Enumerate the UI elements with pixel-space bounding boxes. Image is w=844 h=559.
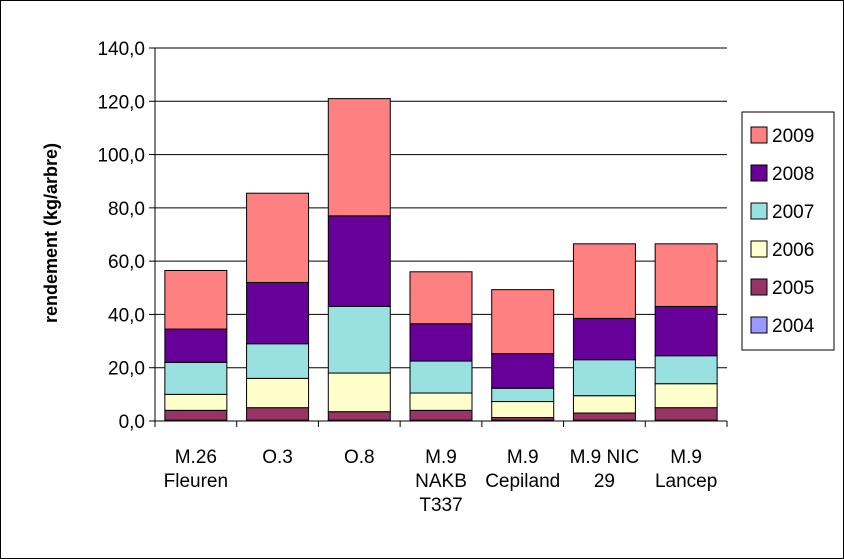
bar-segment-2007 [491,387,555,403]
bar-segment-2007 [327,305,391,374]
legend-swatch-2007 [750,202,768,220]
y-tick-label: 20,0 [108,359,145,380]
legend-swatch-2006 [750,240,768,258]
y-tick-label: 120,0 [97,92,145,113]
bar-segment-2006 [654,383,718,409]
bar-segment-2005 [654,407,718,421]
legend-label-2004: 2004 [772,316,815,337]
bar-segment-2008 [327,215,391,307]
y-tick-label: 140,0 [97,39,145,60]
bar-segment-2007 [654,355,718,385]
x-category-label: M.9 Cepiland [485,447,560,492]
legend-label-2009: 2009 [772,126,814,147]
bar-segment-2006 [572,395,636,414]
y-axis-label: rendement (kg/arbre) [41,143,61,323]
bar-segment-2009 [327,98,391,217]
bar-segment-2008 [654,305,718,357]
y-tick-label: 100,0 [97,146,145,167]
bar-segment-2005 [164,409,228,421]
bar-segment-2008 [572,317,636,361]
bar-segment-2009 [491,289,555,355]
bar-segment-2009 [409,271,473,325]
axes [154,48,728,427]
y-tick-label: 0,0 [119,412,145,433]
bar-segment-2008 [491,353,555,389]
x-category-label: O.8 [344,447,375,468]
bar-segment-2006 [491,401,555,419]
y-tick-label: 80,0 [108,199,145,220]
legend-label-2005: 2005 [772,278,814,299]
y-tick-label: 40,0 [108,305,145,326]
bar-segment-2007 [572,359,636,397]
bar-segment-2008 [409,323,473,362]
x-category-label: O.3 [262,447,293,468]
x-category-label: M.26 Fleuren [164,447,228,492]
bar-segment-2005 [246,407,310,421]
x-category-label: M.9 Lancep [655,447,717,492]
bar-segment-2008 [246,281,310,345]
bar-segment-2007 [246,343,310,379]
legend-label-2008: 2008 [772,164,814,185]
bar-segment-2007 [164,361,228,395]
legend-label-2006: 2006 [772,240,814,261]
legend-swatch-2008 [750,164,768,182]
bar-segment-2006 [327,372,391,413]
bar-segment-2008 [164,328,228,363]
legend: 2009 2008 2007 2006 2005 2004 [741,111,835,351]
legend-box [741,111,835,351]
bar-segment-2006 [246,377,310,409]
bar-segment-2009 [246,192,310,283]
bar-segment-2006 [409,392,473,411]
legend-swatch-2005 [750,278,768,296]
bar-segment-2005 [327,411,391,421]
y-tick-label: 60,0 [108,252,145,273]
bar-segment-2005 [572,412,636,421]
bars [164,98,718,422]
bar-segment-2009 [572,243,636,319]
legend-label-2007: 2007 [772,202,814,223]
bar-segment-2006 [164,393,228,411]
legend-swatch-2004 [750,316,768,334]
bar-segment-2005 [409,409,473,421]
bar-segment-2007 [409,360,473,394]
bar-segment-2009 [654,243,718,307]
legend-swatch-2009 [750,126,768,144]
y-axis-ticks: 0,0 20,0 40,0 60,0 80,0 100,0 120,0 140,0 [97,39,155,433]
x-category-label: M.9 NIC 29 [570,447,640,492]
x-category-label: M.9 NAKB T337 [415,447,467,516]
bar-segment-2009 [164,269,228,330]
